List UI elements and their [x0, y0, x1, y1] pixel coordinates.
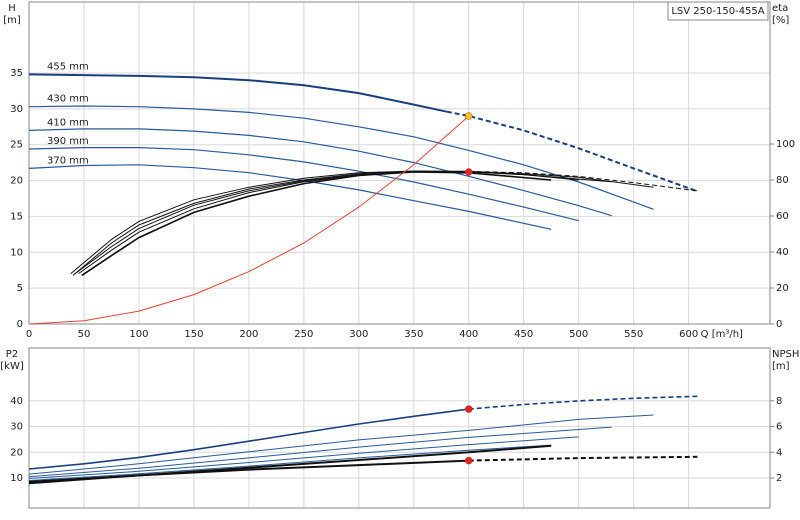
- y2-axis-label: eta: [772, 3, 788, 14]
- operating-point: [465, 168, 473, 176]
- y2-tick-label: 40: [776, 247, 789, 258]
- x-tick-label: 250: [294, 329, 313, 340]
- curve: [28, 164, 552, 230]
- curve: [28, 444, 552, 481]
- curve: [28, 147, 579, 222]
- y-axis-unit: [kW]: [0, 361, 24, 372]
- curve-label: 410 mm: [47, 117, 89, 128]
- y-axis-label: H: [8, 3, 16, 14]
- y-tick-label: 25: [10, 140, 23, 151]
- y2-axis-label: NPSH: [772, 349, 799, 360]
- x-axis-label: Q [m³/h]: [701, 329, 743, 340]
- operating-point: [465, 405, 473, 413]
- x-tick-label: 600: [679, 329, 698, 340]
- x-tick-label: 150: [184, 329, 203, 340]
- curve: [468, 455, 698, 462]
- x-tick-label: 350: [404, 329, 423, 340]
- curve: [468, 170, 698, 192]
- x-tick-label: 100: [129, 329, 148, 340]
- y-axis-label: P2: [6, 349, 18, 360]
- operating-point: [465, 112, 473, 120]
- y2-tick-label: 6: [776, 422, 782, 433]
- curve: [28, 444, 552, 485]
- x-tick-label: 500: [569, 329, 588, 340]
- x-tick-label: 300: [349, 329, 368, 340]
- x-tick-label: 0: [26, 329, 32, 340]
- y-tick-label: 15: [10, 211, 23, 222]
- curve: [28, 115, 470, 325]
- curve: [28, 105, 654, 210]
- curve: [28, 436, 579, 479]
- y-tick-label: 5: [17, 283, 23, 294]
- y-axis-unit: [m]: [3, 15, 21, 26]
- plot-frame: [28, 1, 771, 325]
- y2-tick-label: 60: [776, 211, 789, 222]
- curve: [28, 73, 448, 113]
- y-tick-label: 40: [10, 396, 23, 407]
- y2-tick-label: 20: [776, 283, 789, 294]
- operating-point: [465, 456, 473, 465]
- y-tick-label: 30: [10, 104, 23, 115]
- x-tick-label: 200: [239, 329, 258, 340]
- curve: [28, 426, 612, 478]
- curve-label: 455 mm: [47, 61, 89, 72]
- y2-axis-unit: [%]: [772, 15, 789, 26]
- y2-tick-label: 2: [776, 473, 782, 484]
- curve: [468, 395, 698, 410]
- y2-tick-label: 0: [776, 319, 782, 330]
- x-tick-label: 400: [459, 329, 478, 340]
- y2-tick-label: 4: [776, 447, 782, 458]
- title-box: [667, 1, 769, 21]
- x-tick-label: 50: [78, 329, 91, 340]
- plot-frame: [28, 347, 771, 509]
- y2-tick-label: 8: [776, 396, 782, 407]
- y-tick-label: 20: [10, 176, 23, 187]
- y2-tick-label: 100: [776, 139, 795, 150]
- y-tick-label: 10: [10, 247, 23, 258]
- x-tick-label: 550: [624, 329, 643, 340]
- curve: [70, 170, 654, 274]
- curve: [28, 408, 469, 470]
- y-tick-label: 30: [10, 422, 23, 433]
- y-tick-label: 20: [10, 447, 23, 458]
- curve: [28, 128, 612, 217]
- y-tick-label: 10: [10, 473, 23, 484]
- curve: [28, 414, 654, 475]
- y2-tick-label: 80: [776, 175, 789, 186]
- curve-label: 390 mm: [47, 136, 89, 147]
- chart-title: LSV 250-150-455A: [671, 6, 764, 17]
- curve-label: 430 mm: [47, 94, 89, 105]
- y2-axis-unit: [m]: [772, 361, 790, 372]
- curve: [81, 171, 552, 277]
- y-tick-label: 0: [17, 319, 23, 330]
- x-tick-label: 450: [514, 329, 533, 340]
- curve: [78, 171, 579, 275]
- y-tick-label: 35: [10, 68, 23, 79]
- curve: [72, 170, 469, 276]
- curve-label: 370 mm: [47, 155, 89, 166]
